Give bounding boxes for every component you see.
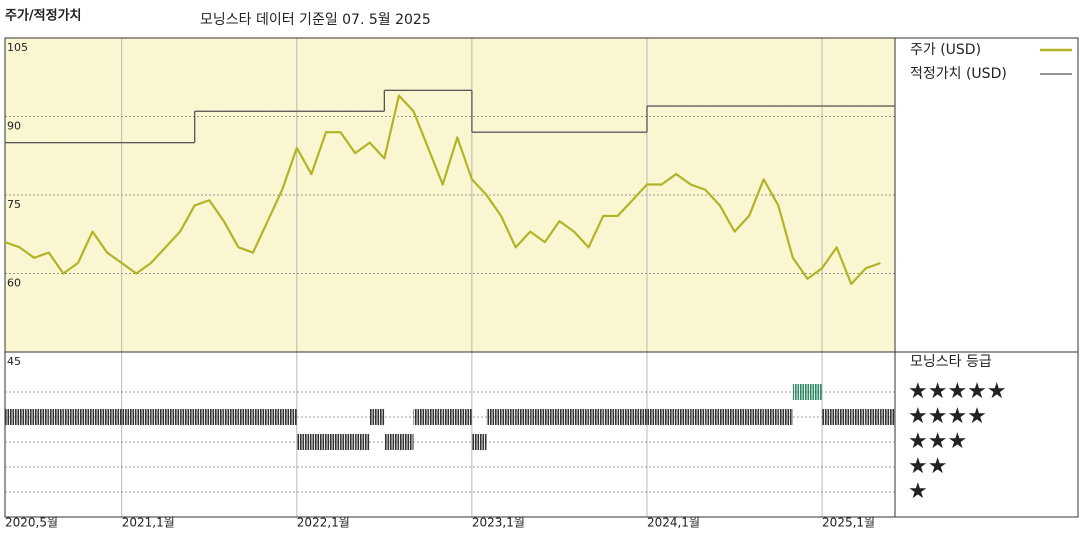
rating-bar — [807, 384, 823, 400]
x-tick-label: 2025,1월 — [822, 516, 875, 530]
rating-bar — [180, 409, 195, 425]
rating-label: ★★ — [908, 454, 947, 479]
rating-bar — [515, 409, 531, 425]
rating-title: 모닝스타 등급 — [910, 354, 992, 370]
rating-bar — [559, 409, 575, 425]
rating-bar — [442, 409, 458, 425]
rating-bar — [457, 409, 472, 425]
rating-bar — [778, 409, 793, 425]
rating-bar — [19, 409, 35, 425]
rating-bar — [398, 434, 414, 450]
x-tick-label: 2024,1월 — [647, 516, 700, 530]
x-tick-label: 2020,5월 — [5, 516, 58, 530]
rating-bar — [107, 409, 122, 425]
rating-bar — [238, 409, 254, 425]
rating-bar — [646, 409, 662, 425]
y-tick-label: 45 — [7, 355, 21, 368]
rating-bar — [588, 409, 604, 425]
rating-bar — [661, 409, 677, 425]
rating-bar — [253, 409, 268, 425]
rating-bar — [121, 409, 137, 425]
rating-bar — [296, 434, 312, 450]
rating-bar — [734, 409, 750, 425]
rating-bar — [574, 409, 589, 425]
rating-bar — [77, 409, 93, 425]
y-tick-label: 75 — [7, 198, 21, 211]
rating-bar — [48, 409, 64, 425]
rating-bar — [749, 409, 764, 425]
rating-bar — [5, 409, 20, 425]
chart-title: 주가/적정가치 — [5, 8, 82, 24]
rating-bar — [267, 409, 283, 425]
rating-bar — [340, 434, 356, 450]
rating-bar — [763, 409, 779, 425]
y-tick-label: 90 — [7, 120, 21, 133]
rating-bar — [223, 409, 239, 425]
rating-label: ★★★ — [908, 429, 967, 454]
rating-bar — [719, 409, 735, 425]
rating-bar — [851, 409, 866, 425]
chart-subtitle: 모닝스타 데이터 기준일 07. 5월 2025 — [200, 12, 431, 28]
rating-bar — [355, 434, 370, 450]
rating-bar — [413, 409, 429, 425]
rating-bar — [165, 409, 181, 425]
rating-bar — [792, 384, 808, 400]
rating-label: ★★★★ — [908, 404, 987, 429]
x-tick-label: 2021,1월 — [122, 516, 175, 530]
rating-bar — [822, 409, 837, 425]
rating-bar — [617, 409, 633, 425]
rating-bar — [632, 409, 647, 425]
price-line — [4, 94, 881, 286]
rating-label: ★★★★★ — [908, 379, 1007, 404]
legend-label: 적정가치 (USD) — [910, 66, 1007, 82]
rating-bar — [428, 409, 443, 425]
rating-bar — [544, 409, 560, 425]
rating-bar — [209, 409, 224, 425]
rating-bar — [676, 409, 691, 425]
rating-bar — [325, 434, 341, 450]
rating-bar — [880, 409, 895, 425]
rating-bar — [471, 434, 487, 450]
rating-bar — [136, 409, 151, 425]
rating-bar — [34, 409, 49, 425]
legend-label: 주가 (USD) — [910, 42, 981, 58]
rating-bar — [282, 409, 297, 425]
rating-bar — [384, 434, 399, 450]
x-tick-label: 2022,1월 — [297, 516, 350, 530]
rating-bar — [836, 409, 852, 425]
rating-bar — [690, 409, 706, 425]
rating-bar — [369, 409, 385, 425]
rating-bar — [501, 409, 516, 425]
rating-bar — [63, 409, 78, 425]
rating-bar — [486, 409, 502, 425]
rating-bar — [194, 409, 210, 425]
frame — [4, 37, 1079, 518]
rating-bar — [603, 409, 618, 425]
y-tick-label: 60 — [7, 277, 21, 290]
x-tick-label: 2023,1월 — [472, 516, 525, 530]
rating-bar — [311, 434, 326, 450]
rating-bar — [865, 409, 881, 425]
rating-bar — [705, 409, 720, 425]
rating-bar — [150, 409, 166, 425]
y-tick-label: 105 — [7, 41, 28, 54]
rating-bar — [92, 409, 108, 425]
rating-bar — [530, 409, 545, 425]
rating-label: ★ — [908, 479, 928, 504]
